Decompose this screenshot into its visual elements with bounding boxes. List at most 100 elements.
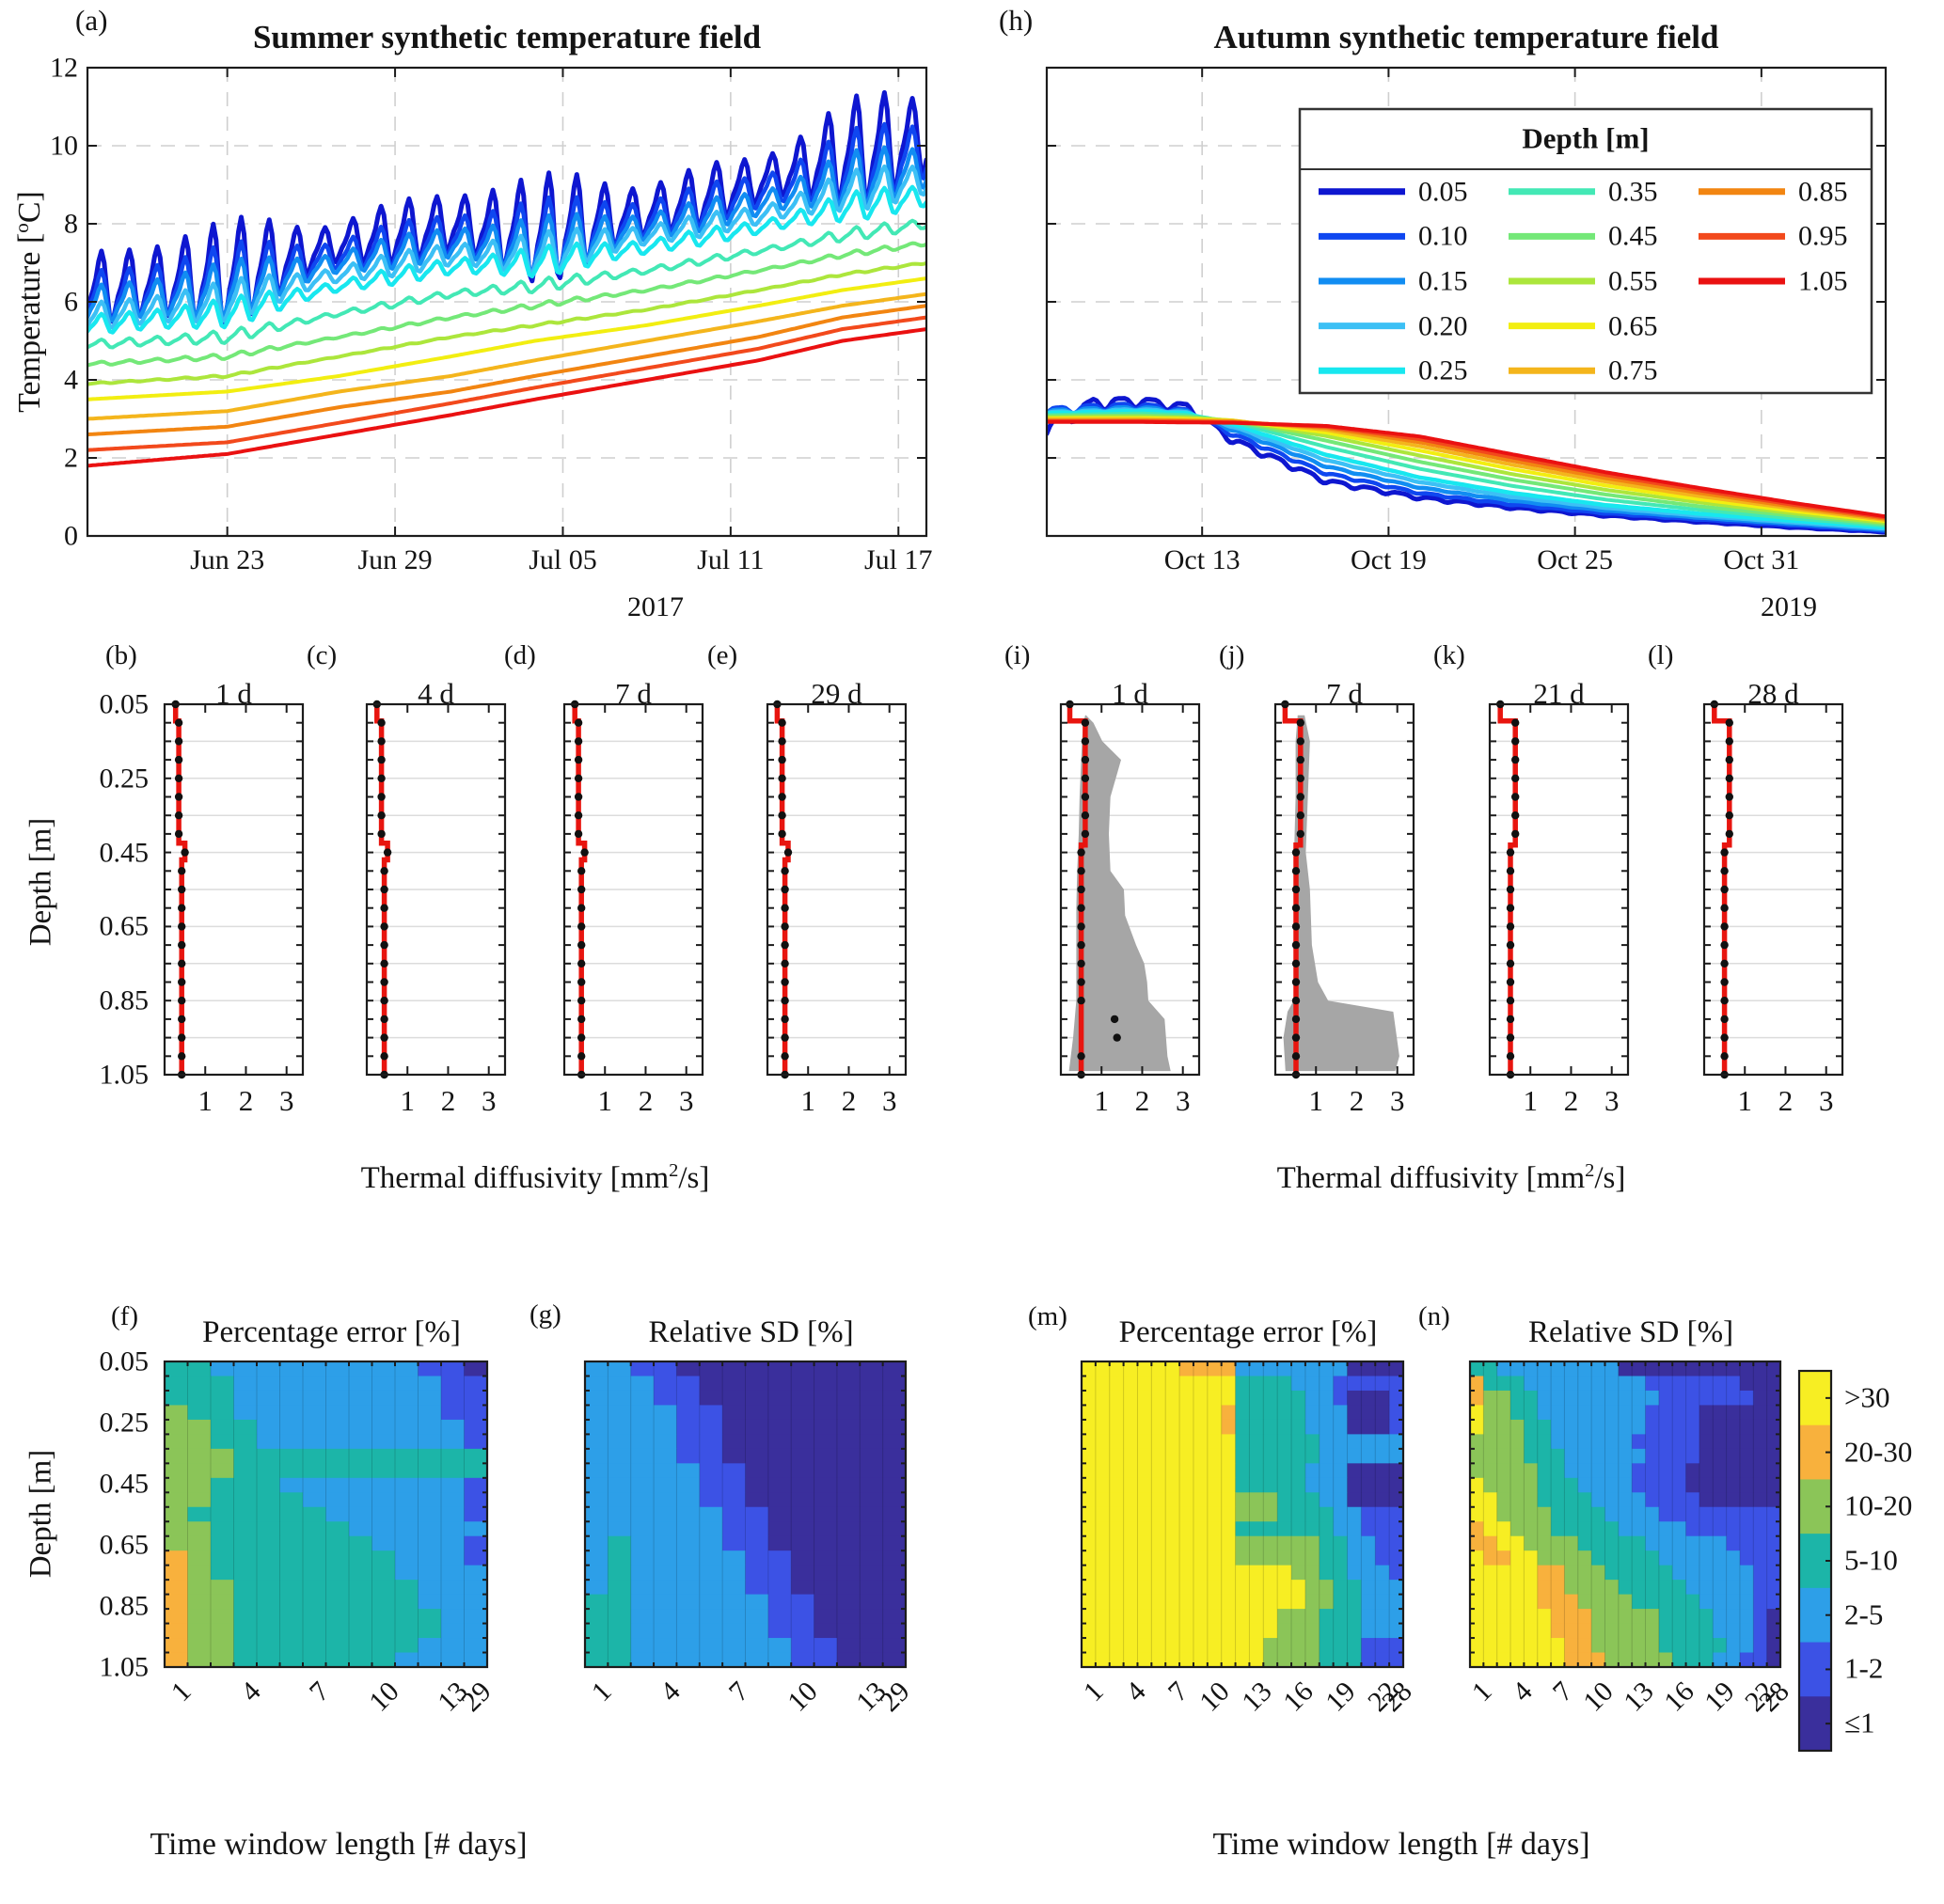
- heatmap-cell: [791, 1638, 815, 1654]
- heatmap-cell: [1319, 1638, 1335, 1654]
- heatmap-cell: [1095, 1390, 1111, 1407]
- heatmap-cell: [257, 1535, 281, 1551]
- heatmap-cell: [814, 1580, 838, 1596]
- heatmap-cell: [608, 1550, 632, 1566]
- heatmap-cell: [1672, 1609, 1687, 1625]
- heatmap-cell: [699, 1434, 723, 1450]
- heatmap-cell: [1165, 1609, 1180, 1625]
- heatmap-cell: [1179, 1390, 1194, 1407]
- heatmap-cell: [1095, 1550, 1111, 1566]
- diffusivity-label-pre: Thermal diffusivity [mm: [360, 1161, 670, 1195]
- heatmap-cell: [211, 1506, 235, 1522]
- heatmap-cell: [1685, 1419, 1700, 1435]
- legend-entry-label: 0.35: [1608, 176, 1658, 208]
- heatmap-cell: [1375, 1361, 1390, 1377]
- panel-letter: (j): [1219, 640, 1245, 670]
- heatmap-cell: [1577, 1652, 1592, 1668]
- heatmap-cell: [1496, 1521, 1511, 1537]
- heatmap-cell: [1685, 1405, 1700, 1421]
- estimated-diffusivity-dot: [1113, 1033, 1121, 1042]
- estimated-diffusivity-dot: [178, 1052, 186, 1061]
- heatmap-cell: [233, 1535, 258, 1551]
- heatmap-cell: [1249, 1477, 1264, 1493]
- estimated-diffusivity-dot: [174, 718, 183, 727]
- estimated-diffusivity-dot: [1506, 885, 1515, 894]
- temp-series-0.45: [87, 241, 926, 368]
- estimated-diffusivity-dot: [781, 997, 789, 1005]
- heatmap-cell: [1739, 1594, 1754, 1610]
- heatmap-cell: [303, 1390, 327, 1407]
- temperature-axis-label: Temperature [oC]: [10, 191, 47, 413]
- estimated-diffusivity-dot: [1296, 793, 1305, 801]
- heatmap-cell: [1165, 1521, 1180, 1537]
- heatmap-cell: [1249, 1623, 1264, 1639]
- heatmap-cell: [1766, 1361, 1781, 1377]
- heatmap-cell: [1277, 1506, 1292, 1522]
- heatmap-cell: [1361, 1376, 1376, 1392]
- heatmap-cell: [418, 1609, 442, 1625]
- estimated-diffusivity-dot: [377, 793, 386, 801]
- estimated-diffusivity-dot: [1291, 1052, 1301, 1061]
- heatmap-cell: [630, 1550, 655, 1566]
- heatmap-cell: [441, 1390, 466, 1407]
- heatmap-cell: [1510, 1419, 1525, 1435]
- heatmap-cell: [1713, 1609, 1728, 1625]
- heatmap-cell: [585, 1448, 608, 1464]
- heatmap-cell: [1658, 1535, 1673, 1551]
- heatmap-cell: [1577, 1565, 1592, 1581]
- heatmap-cell: [1109, 1361, 1125, 1377]
- heatmap-cell: [1645, 1521, 1660, 1537]
- heatmap-cell: [211, 1390, 235, 1407]
- heatmap-cell: [325, 1405, 350, 1421]
- heatmap-cell: [325, 1652, 350, 1668]
- heatmap-cell: [1123, 1361, 1139, 1377]
- heatmap-cell: [349, 1623, 373, 1639]
- heatmap-cell: [1672, 1506, 1687, 1522]
- temp-ytick-label: 0: [64, 520, 78, 552]
- heatmap-cell: [1685, 1652, 1700, 1668]
- estimated-diffusivity-dot: [377, 718, 386, 727]
- heatmap-cell: [1207, 1361, 1223, 1377]
- heatmap-cell: [1537, 1361, 1552, 1377]
- temp-xtick-label: Jul 11: [697, 544, 765, 575]
- heatmap-cell: [1333, 1580, 1349, 1596]
- estimated-diffusivity-dot: [778, 737, 786, 746]
- heatmap-cell: [676, 1448, 701, 1464]
- heatmap-cell: [1753, 1419, 1768, 1435]
- heatmap-cell: [654, 1448, 678, 1464]
- estimated-diffusivity-dot: [1296, 718, 1305, 727]
- heatmap-cell: [371, 1535, 396, 1551]
- heatmap-cell: [1524, 1535, 1539, 1551]
- heatmap-cell: [1095, 1419, 1111, 1435]
- heatmap-cell: [325, 1565, 350, 1581]
- heatmap-cell: [1375, 1419, 1390, 1435]
- heatmap-cell: [654, 1405, 678, 1421]
- heatmap-cell: [303, 1580, 327, 1596]
- heatmap-cell: [1151, 1434, 1166, 1450]
- heatmap-cell: [395, 1623, 419, 1639]
- heatmap-cell: [1333, 1638, 1349, 1654]
- temp-ytick-label: 10: [50, 130, 78, 162]
- heatmap-cell: [325, 1550, 350, 1566]
- heatmap-cell: [279, 1405, 304, 1421]
- heatmap-cell: [860, 1376, 884, 1392]
- temp-series-0.75: [87, 291, 926, 421]
- heatmap-cell: [1577, 1638, 1592, 1654]
- heatmap-cell: [1109, 1652, 1125, 1668]
- heatmap-cell: [1333, 1390, 1349, 1407]
- heatmap-cell: [1347, 1361, 1362, 1377]
- heatmap-cell: [814, 1463, 838, 1479]
- heatmap-cell: [814, 1506, 838, 1522]
- heatmap-cell: [257, 1463, 281, 1479]
- heatmap-cell: [699, 1376, 723, 1392]
- estimated-diffusivity-dot: [577, 922, 586, 931]
- heatmap-cell: [1235, 1609, 1251, 1625]
- estimated-diffusivity-dot: [1110, 1015, 1119, 1024]
- heatmap-cell: [1645, 1463, 1660, 1479]
- heatmap-cell: [1483, 1638, 1498, 1654]
- heatmap-cell: [349, 1652, 373, 1668]
- heatmap-cell: [1193, 1535, 1209, 1551]
- heatmap-cell: [1510, 1580, 1525, 1596]
- temp-series-0.65: [87, 276, 926, 401]
